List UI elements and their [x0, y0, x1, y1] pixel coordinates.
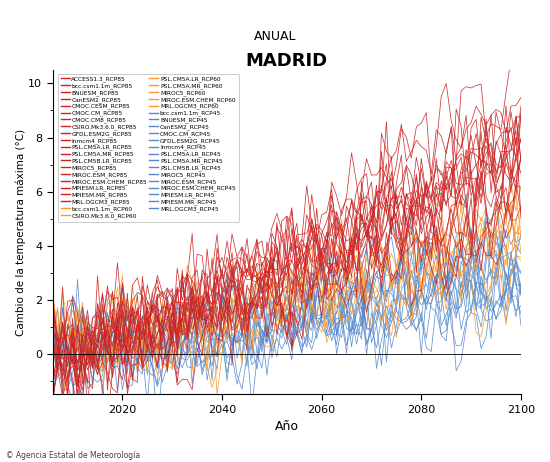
- Legend: ACCESS1.3_RCP85, bcc.csm1.1m_RCP85, BNUESM_RCP85, CanESM2_RCP85, CMOC.CESM_RCP85: ACCESS1.3_RCP85, bcc.csm1.1m_RCP85, BNUE…: [58, 73, 239, 222]
- Y-axis label: Cambio de la temperatura máxima (°C): Cambio de la temperatura máxima (°C): [15, 128, 25, 335]
- Text: © Agencia Estatal de Meteorología: © Agencia Estatal de Meteorología: [6, 451, 140, 460]
- Text: ANUAL: ANUAL: [254, 30, 296, 43]
- X-axis label: Año: Año: [275, 420, 299, 433]
- Title: MADRID: MADRID: [246, 52, 328, 70]
